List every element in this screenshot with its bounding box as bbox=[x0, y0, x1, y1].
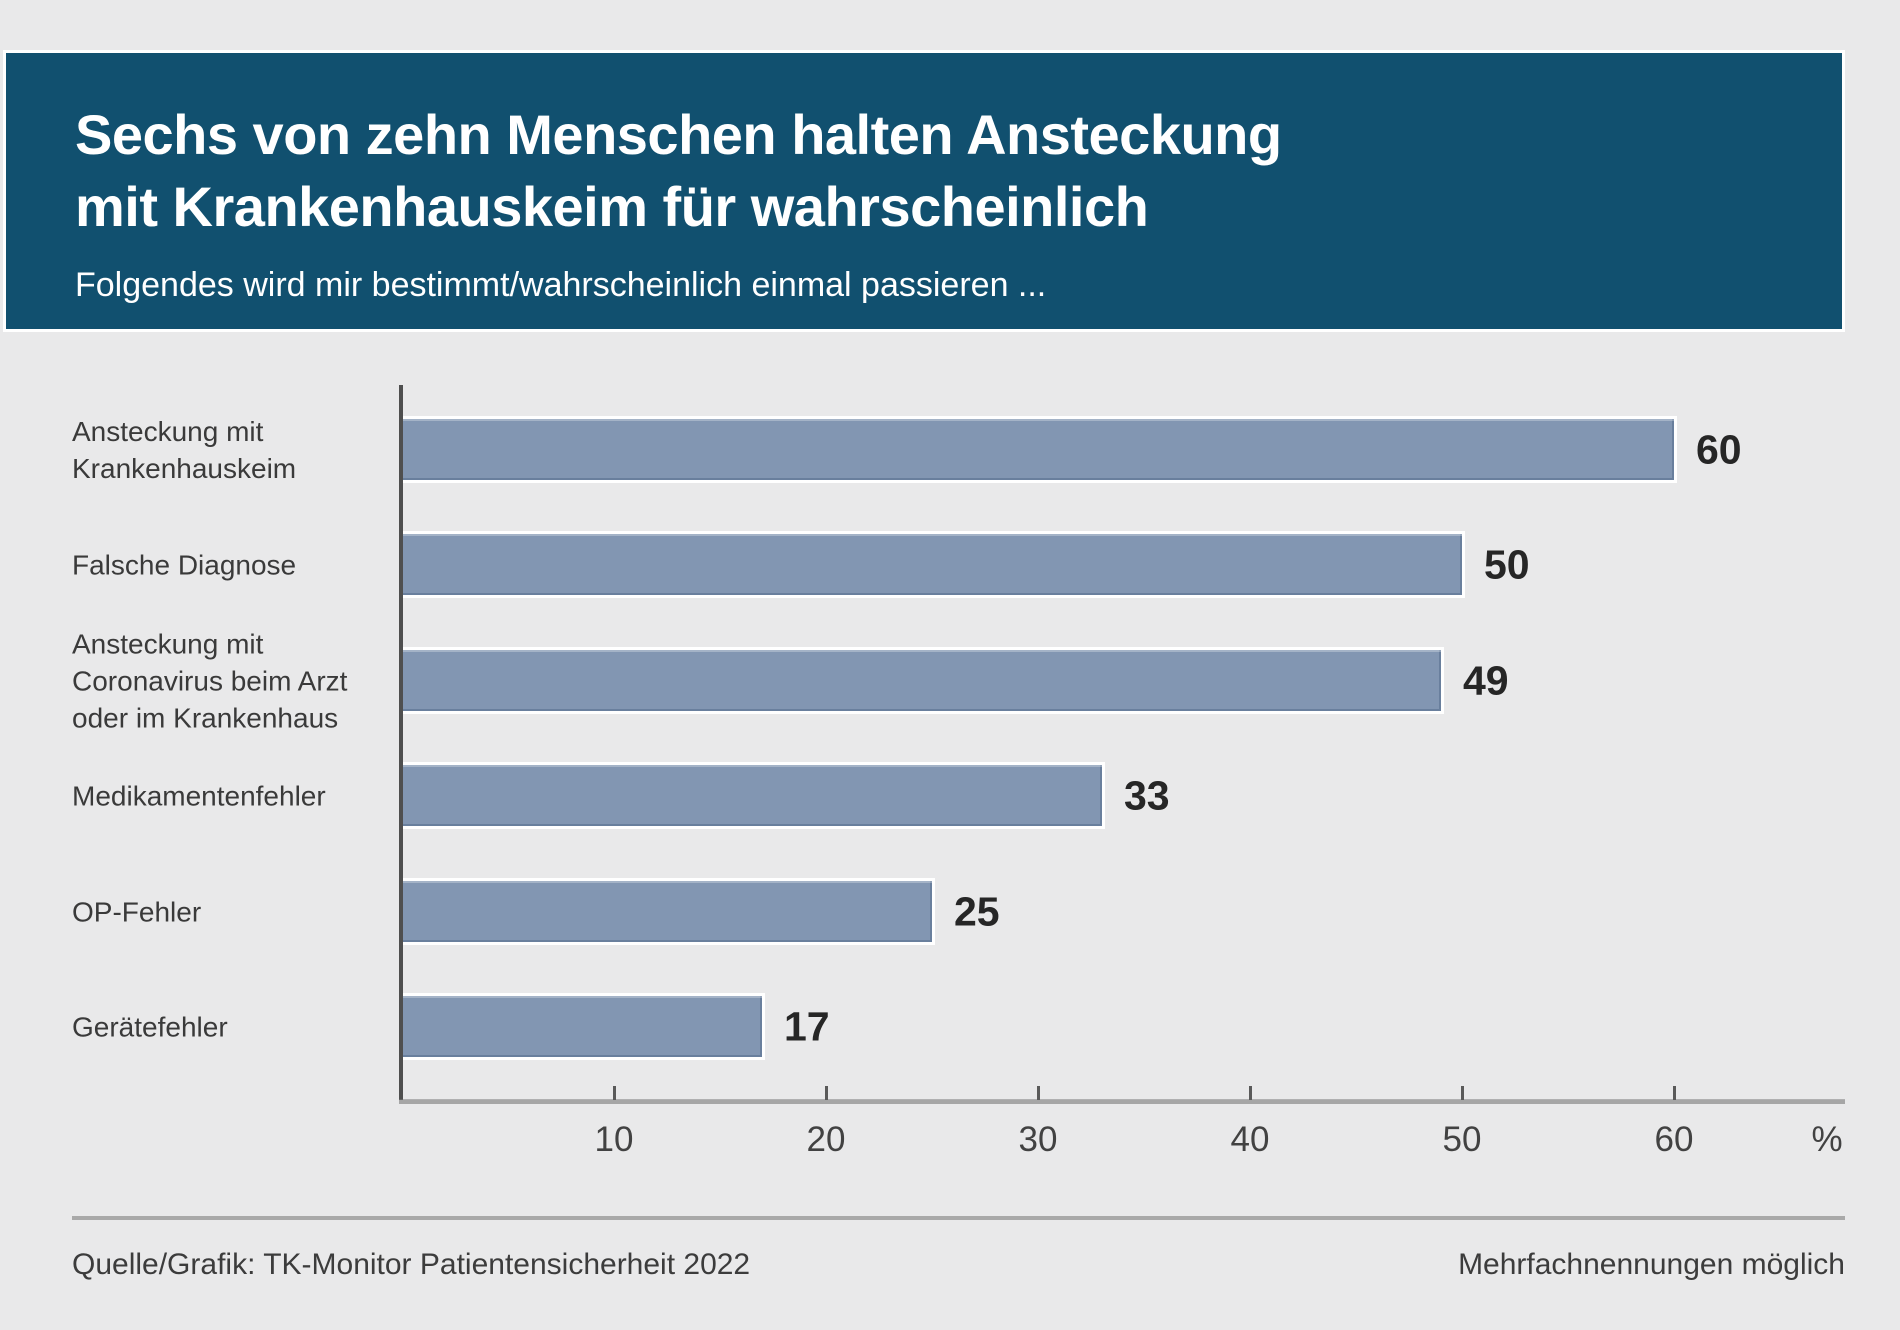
bar bbox=[402, 765, 1102, 826]
x-tick bbox=[1461, 1086, 1464, 1100]
value-label: 33 bbox=[1124, 772, 1170, 819]
chart-title: Sechs von zehn Menschen halten Ansteckun… bbox=[75, 103, 1282, 238]
chart-subtitle: Folgendes wird mir bestimmt/wahrscheinli… bbox=[75, 266, 1047, 304]
value-label: 25 bbox=[954, 888, 1000, 935]
footnote: Mehrfachnennungen möglich bbox=[1458, 1248, 1845, 1281]
x-tick-label: 10 bbox=[594, 1120, 634, 1159]
x-tick bbox=[1037, 1086, 1040, 1100]
category-label: Ansteckung mit Coronavirus beim Arzt ode… bbox=[72, 628, 348, 734]
footer-divider bbox=[72, 1216, 1845, 1220]
bar bbox=[402, 881, 932, 942]
value-label: 50 bbox=[1484, 541, 1530, 588]
value-label: 49 bbox=[1463, 657, 1509, 704]
source-credit: Quelle/Grafik: TK-Monitor Patientensiche… bbox=[72, 1248, 751, 1281]
x-axis-unit-label: % bbox=[1811, 1120, 1843, 1159]
category-label: OP-Fehler bbox=[72, 896, 202, 928]
x-tick bbox=[1673, 1086, 1676, 1100]
value-label: 60 bbox=[1696, 426, 1742, 473]
bar bbox=[402, 996, 762, 1057]
bar bbox=[402, 534, 1462, 595]
x-tick-label: 50 bbox=[1442, 1120, 1482, 1159]
bar bbox=[402, 650, 1441, 711]
bar bbox=[402, 419, 1674, 480]
header-panel: Sechs von zehn Menschen halten Ansteckun… bbox=[3, 50, 1845, 332]
x-tick-label: 60 bbox=[1654, 1120, 1694, 1159]
x-axis-line bbox=[399, 1100, 1845, 1104]
x-tick-label: 30 bbox=[1018, 1120, 1058, 1159]
category-label: Ansteckung mit Krankenhauskeim bbox=[72, 416, 297, 484]
x-tick-label: 40 bbox=[1230, 1120, 1270, 1159]
y-axis-line bbox=[399, 385, 403, 1104]
x-tick-label: 20 bbox=[806, 1120, 846, 1159]
category-label: Falsche Diagnose bbox=[72, 549, 297, 581]
category-label: Medikamentenfehler bbox=[72, 780, 326, 812]
x-tick bbox=[1249, 1086, 1252, 1100]
x-tick bbox=[613, 1086, 616, 1100]
x-tick bbox=[825, 1086, 828, 1100]
category-label: Gerätefehler bbox=[72, 1011, 228, 1043]
value-label: 17 bbox=[784, 1003, 830, 1050]
